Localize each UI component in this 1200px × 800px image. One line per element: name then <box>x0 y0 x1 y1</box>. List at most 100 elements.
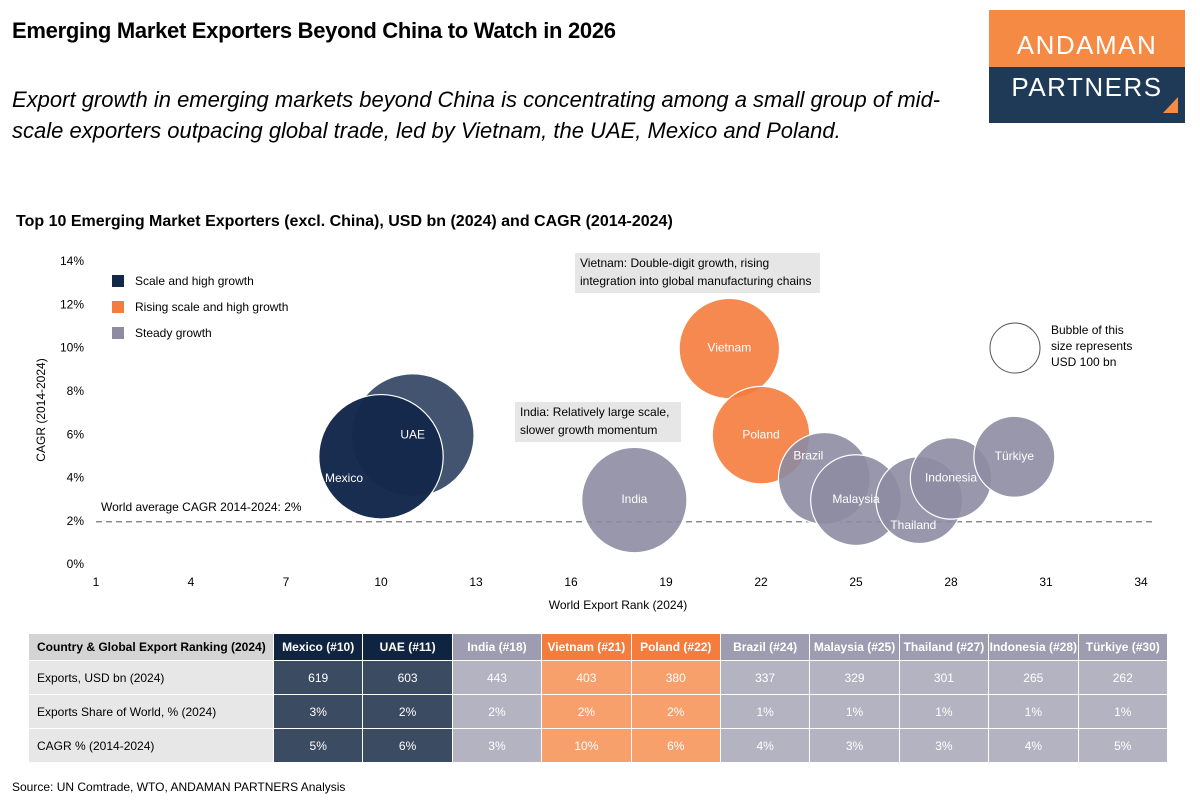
table-cell: Exports, USD bn (2024) <box>28 660 274 695</box>
y-tick-label: 10% <box>60 341 84 355</box>
table-cell: 2% <box>541 694 632 729</box>
table-cell: 3% <box>809 728 900 763</box>
table-cell: 265 <box>988 660 1079 695</box>
legend-swatch <box>112 327 124 339</box>
table-cell: 329 <box>809 660 900 695</box>
table-cell: Türkiye (#30) <box>1077 633 1169 661</box>
table-cell: 10% <box>541 728 632 763</box>
subtitle: Export growth in emerging markets beyond… <box>12 87 941 143</box>
bubble-label: Poland <box>742 427 779 441</box>
table-cell: Brazil (#24) <box>719 633 811 661</box>
size-legend-bubble <box>989 322 1041 374</box>
table-cell: 1% <box>719 694 811 729</box>
data-table: Country & Global Export Ranking (2024) Me… <box>28 633 1169 763</box>
y-tick-label: 0% <box>67 557 85 571</box>
size-legend-text: size represents <box>1051 339 1132 353</box>
size-legend-text: USD 100 bn <box>1051 355 1116 369</box>
x-tick-label: 10 <box>374 575 388 589</box>
table-cell: 301 <box>898 660 990 695</box>
y-tick-label: 4% <box>67 471 85 485</box>
table-row: Country & Global Export Ranking (2024) Me… <box>28 633 1169 661</box>
table-cell: 1% <box>988 694 1079 729</box>
table-cell: 4% <box>719 728 811 763</box>
table-row: CAGR % (2014-2024) 5% 6% 3% 10% 6% 4% 3% 3% 4% 5% <box>28 728 1169 763</box>
table-cell: Vietnam (#21) <box>541 633 632 661</box>
table-cell: 337 <box>719 660 811 695</box>
legend-label: Steady growth <box>135 326 212 340</box>
table-cell: Exports Share of World, % (2024) <box>28 694 274 729</box>
x-axis-title: World Export Rank (2024) <box>549 598 688 612</box>
x-tick-label: 22 <box>754 575 768 589</box>
x-tick-label: 13 <box>469 575 483 589</box>
title: Emerging Market Exporters Beyond China t… <box>12 18 616 43</box>
chart-title: Top 10 Emerging Market Exporters (excl. … <box>16 213 673 230</box>
table-cell: 3% <box>898 728 990 763</box>
x-tick-label: 1 <box>93 575 100 589</box>
x-tick-label: 16 <box>564 575 578 589</box>
legend-label: Rising scale and high growth <box>135 300 288 314</box>
table-cell: Malaysia (#25) <box>809 633 900 661</box>
table-cell: Mexico (#10) <box>272 633 364 661</box>
annotation-box <box>515 402 681 442</box>
table-cell: 3% <box>272 694 364 729</box>
table-cell: Indonesia (#28) <box>988 633 1079 661</box>
table-cell: 619 <box>272 660 364 695</box>
chart: Top 10 Emerging Market Exporters (excl. … <box>16 97 1178 612</box>
bubble <box>973 415 1056 498</box>
table-cell: Country & Global Export Ranking (2024) <box>28 633 274 661</box>
table-cell: 5% <box>1077 728 1169 763</box>
bubble-label: UAE <box>400 427 425 441</box>
table-cell: 1% <box>898 694 990 729</box>
table-cell: 3% <box>451 728 543 763</box>
y-tick-label: 14% <box>60 254 84 268</box>
legend-swatch <box>112 275 124 287</box>
table-cell: CAGR % (2014-2024) <box>28 728 274 763</box>
source: Source: UN Comtrade, WTO, ANDAMAN PARTNE… <box>12 780 346 794</box>
logo-mark <box>1163 97 1178 113</box>
y-tick-label: 6% <box>67 427 85 441</box>
bubble-label: Indonesia <box>925 471 977 485</box>
table-cell: 6% <box>630 728 721 763</box>
logo-bottom: PARTNERS <box>989 67 1185 123</box>
bubble-label: Malaysia <box>832 492 880 506</box>
x-tick-label: 28 <box>944 575 958 589</box>
annotation-box <box>575 253 820 293</box>
table-cell: 403 <box>541 660 632 695</box>
table-cell: 262 <box>1077 660 1169 695</box>
table-cell: 2% <box>362 694 453 729</box>
bubble-label: Brazil <box>793 449 823 463</box>
table-cell: 380 <box>630 660 721 695</box>
bubble <box>318 393 444 520</box>
x-tick-label: 4 <box>188 575 195 589</box>
bubble-label: Vietnam <box>707 341 751 355</box>
logo-top: ANDAMAN <box>989 10 1185 67</box>
table-cell: Thailand (#27) <box>898 633 990 661</box>
y-axis-title: CAGR (2014-2024) <box>34 358 48 461</box>
table-cell: 603 <box>362 660 453 695</box>
annotation-text: Vietnam: Double-digit growth, rising <box>580 256 769 270</box>
table-cell: 1% <box>809 694 900 729</box>
annotation-text: integration into global manufacturing ch… <box>580 274 811 288</box>
annotation-text: slower growth momentum <box>520 423 657 437</box>
x-tick-label: 19 <box>659 575 673 589</box>
annotation-text: India: Relatively large scale, <box>520 405 669 419</box>
bubble-label: Mexico <box>325 471 363 485</box>
bubble-label: Türkiye <box>995 449 1035 463</box>
size-legend-text: Bubble of this <box>1051 323 1124 337</box>
table-cell: Poland (#22) <box>630 633 721 661</box>
x-tick-label: 34 <box>1134 575 1148 589</box>
table-cell: UAE (#11) <box>362 633 453 661</box>
y-tick-label: 12% <box>60 297 84 311</box>
x-tick-label: 7 <box>283 575 290 589</box>
bubble-label: Thailand <box>890 518 936 532</box>
table-cell: 4% <box>988 728 1079 763</box>
bubble-label: India <box>621 492 647 506</box>
legend-swatch <box>112 301 124 313</box>
table-cell: 1% <box>1077 694 1169 729</box>
reference-label: World average CAGR 2014-2024: 2% <box>101 500 302 514</box>
table-cell: 443 <box>451 660 543 695</box>
table-cell: India (#18) <box>451 633 543 661</box>
table-cell: 2% <box>451 694 543 729</box>
table-cell: 5% <box>272 728 364 763</box>
